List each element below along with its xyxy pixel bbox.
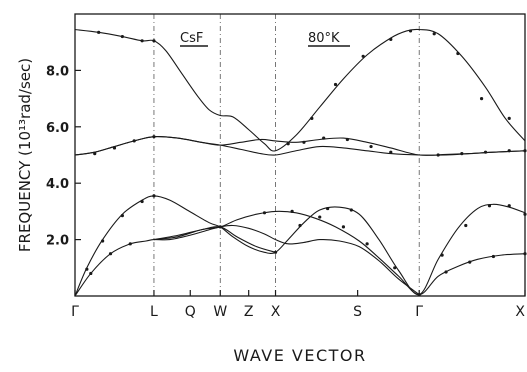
x-tick-label: Z (244, 304, 254, 320)
data-point-2 (326, 206, 330, 211)
data-point-0 (507, 116, 511, 120)
x-tick-label: S (353, 304, 362, 320)
data-point-3 (468, 260, 472, 264)
data-point-3 (290, 209, 294, 213)
data-point-2 (152, 194, 156, 198)
data-point-3 (318, 215, 322, 219)
x-tick-label: X (515, 304, 525, 320)
x-tick-label: W (213, 304, 227, 320)
y-tick-label: 2.0 (46, 234, 69, 249)
y-tick-label: 6.0 (46, 121, 69, 136)
dispersion-branch-5 (153, 210, 526, 296)
data-point-0 (361, 54, 365, 58)
data-point-1 (112, 146, 117, 150)
data-point-1 (152, 135, 156, 139)
data-point-0 (333, 82, 338, 87)
data-point-2 (85, 267, 89, 271)
data-point-0 (140, 39, 144, 43)
x-tick-label: Γ (415, 304, 423, 320)
x-tick-label: X (271, 304, 281, 320)
y-axis-label: FREQUENCY (10¹³rad/sec) (16, 58, 34, 252)
data-point-2 (101, 239, 105, 243)
dispersion-branch-4 (74, 224, 420, 297)
data-point-1 (483, 150, 488, 154)
dispersion-curves (74, 28, 526, 297)
y-axis-ticks: 2.0 4.0 6.0 8.0 (46, 64, 81, 249)
dispersion-branch-0 (74, 28, 526, 152)
data-point-1 (93, 151, 97, 156)
data-point-2 (273, 250, 278, 254)
data-point-2 (440, 253, 444, 257)
data-point-0 (120, 34, 124, 39)
y-tick-label: 8.0 (46, 64, 69, 79)
data-point-2 (140, 199, 144, 204)
y-tick-label: 4.0 (46, 177, 69, 192)
data-point-2 (218, 225, 222, 229)
data-point-1 (507, 149, 511, 153)
data-point-2 (464, 223, 468, 228)
dispersion-branch-2 (74, 136, 526, 156)
data-point-1 (286, 142, 290, 146)
data-point-1 (345, 137, 349, 142)
data-point-1 (132, 139, 136, 143)
data-point-1 (389, 150, 393, 154)
data-point-1 (302, 140, 306, 144)
data-point-3 (444, 270, 448, 274)
data-point-2 (349, 208, 353, 212)
data-point-3 (108, 252, 113, 256)
data-point-2 (298, 223, 302, 228)
data-point-2 (507, 204, 511, 208)
data-point-3 (365, 242, 369, 246)
x-axis-label: WAVE VECTOR (233, 346, 366, 365)
data-point-1 (523, 149, 527, 153)
data-point-2 (120, 214, 124, 218)
data-point-3 (128, 242, 132, 246)
plot-frame (74, 13, 526, 297)
data-point-3 (491, 254, 496, 259)
data-point-1 (436, 153, 440, 157)
x-tick-label: Q (185, 304, 196, 320)
data-point-0 (432, 32, 436, 36)
data-point-3 (341, 225, 346, 229)
data-point-3 (89, 271, 93, 276)
x-tick-label: Γ (71, 304, 79, 320)
data-point-0 (456, 51, 460, 56)
data-point-1 (322, 136, 326, 140)
x-tick-label: L (150, 304, 158, 320)
measured-points (85, 29, 527, 297)
data-point-0 (97, 30, 101, 34)
data-point-1 (460, 151, 464, 156)
data-point-3 (523, 252, 527, 256)
dispersion-branch-3 (74, 195, 526, 297)
data-point-0 (479, 97, 484, 101)
data-point-0 (152, 39, 156, 43)
data-point-2 (487, 204, 492, 208)
symmetry-lines (153, 14, 420, 296)
dispersion-branch-1 (74, 136, 526, 156)
data-point-1 (369, 144, 373, 149)
annotation-csf: CsF (180, 31, 203, 46)
data-point-3 (262, 211, 267, 215)
data-point-0 (389, 37, 393, 41)
annotation-temperature: 80°K (308, 31, 340, 46)
data-point-3 (393, 266, 397, 270)
data-point-0 (310, 116, 314, 120)
data-point-2 (523, 212, 527, 216)
data-point-2 (417, 292, 421, 297)
data-point-0 (408, 29, 413, 33)
